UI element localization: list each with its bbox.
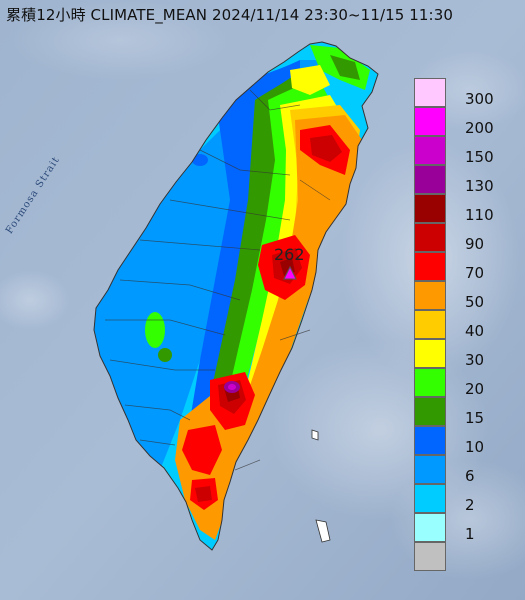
legend-swatch xyxy=(414,455,446,484)
map-title: 累積12小時 CLIMATE_MEAN 2024/11/14 23:30~11/… xyxy=(6,6,453,24)
peak-point xyxy=(229,384,235,390)
legend-swatch xyxy=(414,78,446,107)
legend-swatch xyxy=(414,107,446,136)
legend-tick-label: 70 xyxy=(465,264,485,282)
legend-tick-label: 2 xyxy=(465,496,475,514)
legend-tick-label: 6 xyxy=(465,467,475,485)
legend-swatch xyxy=(414,426,446,455)
legend-swatch xyxy=(414,165,446,194)
legend-swatch xyxy=(414,484,446,513)
legend-tick-label: 130 xyxy=(465,177,494,195)
legend-swatch xyxy=(414,368,446,397)
max-rainfall-label: 262 xyxy=(274,245,305,264)
legend-tick-label: 40 xyxy=(465,322,485,340)
legend-tick-label: 200 xyxy=(465,119,494,137)
legend-tick-label: 15 xyxy=(465,409,485,427)
legend-tick-label: 30 xyxy=(465,351,485,369)
legend-swatch xyxy=(414,542,446,571)
legend-tick-label: 150 xyxy=(465,148,494,166)
legend-tick-label: 1 xyxy=(465,525,475,543)
legend-tick-label: 110 xyxy=(465,206,494,224)
legend-swatch xyxy=(414,397,446,426)
legend-swatch xyxy=(414,194,446,223)
orchid-island xyxy=(315,519,331,543)
legend-swatch xyxy=(414,136,446,165)
legend-swatch xyxy=(414,339,446,368)
legend-tick-label: 90 xyxy=(465,235,485,253)
legend-tick-label: 10 xyxy=(465,438,485,456)
green-island xyxy=(311,429,319,441)
legend-swatch xyxy=(414,513,446,542)
legend-swatch xyxy=(414,281,446,310)
legend-tick-label: 300 xyxy=(465,90,494,108)
max-rainfall-marker xyxy=(283,265,297,280)
legend-swatch xyxy=(414,223,446,252)
legend-tick-label: 50 xyxy=(465,293,485,311)
legend-tick-label: 20 xyxy=(465,380,485,398)
legend-swatch xyxy=(414,252,446,281)
legend-swatch xyxy=(414,310,446,339)
